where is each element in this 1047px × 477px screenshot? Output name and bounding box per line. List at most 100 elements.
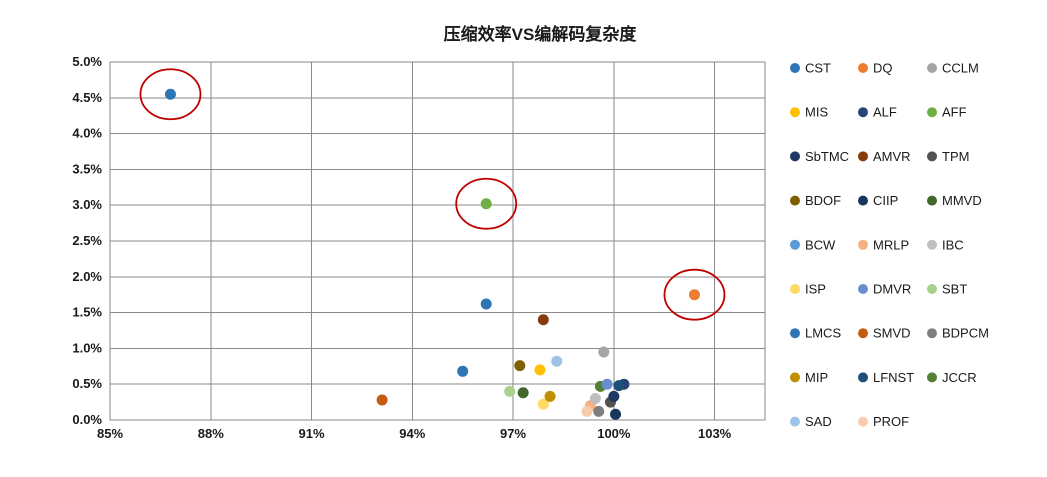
scatter-point-MIS <box>534 364 546 376</box>
legend-label-TPM: TPM <box>942 149 969 164</box>
legend-marker-BCW <box>790 239 800 250</box>
legend-marker-PROF <box>858 416 868 427</box>
legend-label-ALF: ALF <box>873 105 897 120</box>
legend-label-IBC: IBC <box>942 237 964 252</box>
legend-item-MIP: MIP <box>790 370 828 385</box>
legend-item-MRLP: MRLP <box>858 237 909 252</box>
legend-label-SAD: SAD <box>805 414 832 429</box>
plot-border <box>109 61 766 421</box>
legend-label-PROF: PROF <box>873 414 909 429</box>
scatter-point-AMVR <box>537 314 549 326</box>
x-axis-tick-label: 91% <box>299 426 325 441</box>
legend-marker-CST <box>790 63 800 73</box>
legend-marker-BDPCM <box>927 328 937 339</box>
legend-marker-CIIP <box>858 195 868 206</box>
scatter-point-DMVR <box>601 378 613 390</box>
highlight-circle-AFF <box>455 177 518 230</box>
x-axis-tick-label: 85% <box>97 426 123 441</box>
highlight-circle-CST <box>139 68 202 121</box>
legend-item-ALF: ALF <box>858 105 897 120</box>
scatter-point-PROF <box>581 405 593 417</box>
legend-label-LMCS: LMCS <box>805 326 841 341</box>
scatter-point-DQ <box>688 289 700 301</box>
legend-label-BDOF: BDOF <box>805 193 841 208</box>
legend-marker-TPM <box>927 151 937 162</box>
highlight-circle-DQ <box>663 268 726 321</box>
y-axis-tick-label: 2.5% <box>72 233 102 248</box>
legend-item-MIS: MIS <box>790 105 828 120</box>
legend-item-DMVR: DMVR <box>858 282 911 297</box>
y-axis-tick-label: 3.5% <box>72 161 102 176</box>
legend-item-AFF: AFF <box>927 105 967 120</box>
legend-label-CIIP: CIIP <box>873 193 898 208</box>
legend-marker-AFF <box>927 107 937 118</box>
legend-label-BDPCM: BDPCM <box>942 326 989 341</box>
y-axis-tick-label: 4.5% <box>72 90 102 105</box>
scatter-point-LFNST <box>613 380 625 392</box>
y-axis-tick-label: 5.0% <box>72 54 102 69</box>
legend-label-SBT: SBT <box>942 282 967 297</box>
x-axis-tick-label: 97% <box>500 426 526 441</box>
legend-marker-SAD <box>790 416 800 427</box>
legend-label-JCCR: JCCR <box>942 370 977 385</box>
legend-label-CCLM: CCLM <box>942 61 979 76</box>
legend-item-SMVD: SMVD <box>858 326 911 341</box>
legend-marker-BDOF <box>790 195 800 206</box>
scatter-point-BDPCM <box>593 405 605 417</box>
legend-item-TPM: TPM <box>927 149 969 164</box>
legend-item-PROF: PROF <box>858 414 909 429</box>
legend-item-AMVR: AMVR <box>858 149 911 164</box>
chart-legend: CST DQ CCLM MIS ALF AFF SbTMC AMVR TPM BDOF CIIP MM… <box>790 61 989 429</box>
legend-item-BCW: BCW <box>790 237 836 252</box>
legend-label-MMVD: MMVD <box>942 193 982 208</box>
y-axis-tick-label: 0.0% <box>72 412 102 427</box>
highlight-circles <box>139 68 726 321</box>
scatter-point-SMVD <box>376 394 388 406</box>
chart-title: 压缩效率VS编解码复杂度 <box>444 24 638 44</box>
legend-marker-MIP <box>790 372 800 383</box>
scatter-point-CIIP <box>610 408 622 420</box>
legend-label-MRLP: MRLP <box>873 237 909 252</box>
legend-item-MMVD: MMVD <box>927 193 982 208</box>
legend-item-CIIP: CIIP <box>858 193 898 208</box>
legend-marker-LFNST <box>858 372 868 383</box>
legend-label-SbTMC: SbTMC <box>805 149 849 164</box>
scatter-point-BCW <box>457 365 469 377</box>
legend-marker-SBT <box>927 284 937 294</box>
legend-item-DQ: DQ <box>858 61 893 76</box>
axis-tick-labels: 85% 88% 91% 94% 97% 100% 103% 0.0% 0.5% 1.0% 1.5% 2… <box>72 54 731 441</box>
legend-marker-IBC <box>927 239 937 250</box>
legend-marker-AMVR <box>858 151 868 162</box>
x-axis-tick-label: 100% <box>597 426 631 441</box>
legend-label-AMVR: AMVR <box>873 149 911 164</box>
x-axis-tick-label: 88% <box>198 426 224 441</box>
legend-item-SAD: SAD <box>790 414 832 429</box>
scatter-point-SAD <box>551 355 563 367</box>
legend-label-AFF: AFF <box>942 105 967 120</box>
y-axis-tick-label: 4.0% <box>72 126 102 141</box>
legend-item-CST: CST <box>790 61 831 76</box>
legend-marker-ALF <box>858 107 868 118</box>
legend-marker-MMVD <box>927 195 937 206</box>
scatter-point-CST <box>164 88 176 100</box>
legend-label-MIP: MIP <box>805 370 828 385</box>
legend-item-LFNST: LFNST <box>858 370 914 385</box>
legend-item-LMCS: LMCS <box>790 326 841 341</box>
scatter-point-MMVD <box>517 387 529 399</box>
y-axis-tick-label: 1.5% <box>72 305 102 320</box>
legend-label-DQ: DQ <box>873 61 893 76</box>
legend-marker-CCLM <box>927 63 937 73</box>
legend-label-LFNST: LFNST <box>873 370 914 385</box>
y-axis-tick-label: 3.0% <box>72 197 102 212</box>
legend-label-CST: CST <box>805 61 831 76</box>
legend-marker-LMCS <box>790 328 800 339</box>
legend-label-MIS: MIS <box>805 105 828 120</box>
legend-label-BCW: BCW <box>805 237 836 252</box>
legend-item-IBC: IBC <box>927 237 964 252</box>
legend-marker-MRLP <box>858 239 868 250</box>
legend-item-CCLM: CCLM <box>927 61 979 76</box>
legend-marker-DQ <box>858 63 868 73</box>
legend-label-DMVR: DMVR <box>873 282 911 297</box>
